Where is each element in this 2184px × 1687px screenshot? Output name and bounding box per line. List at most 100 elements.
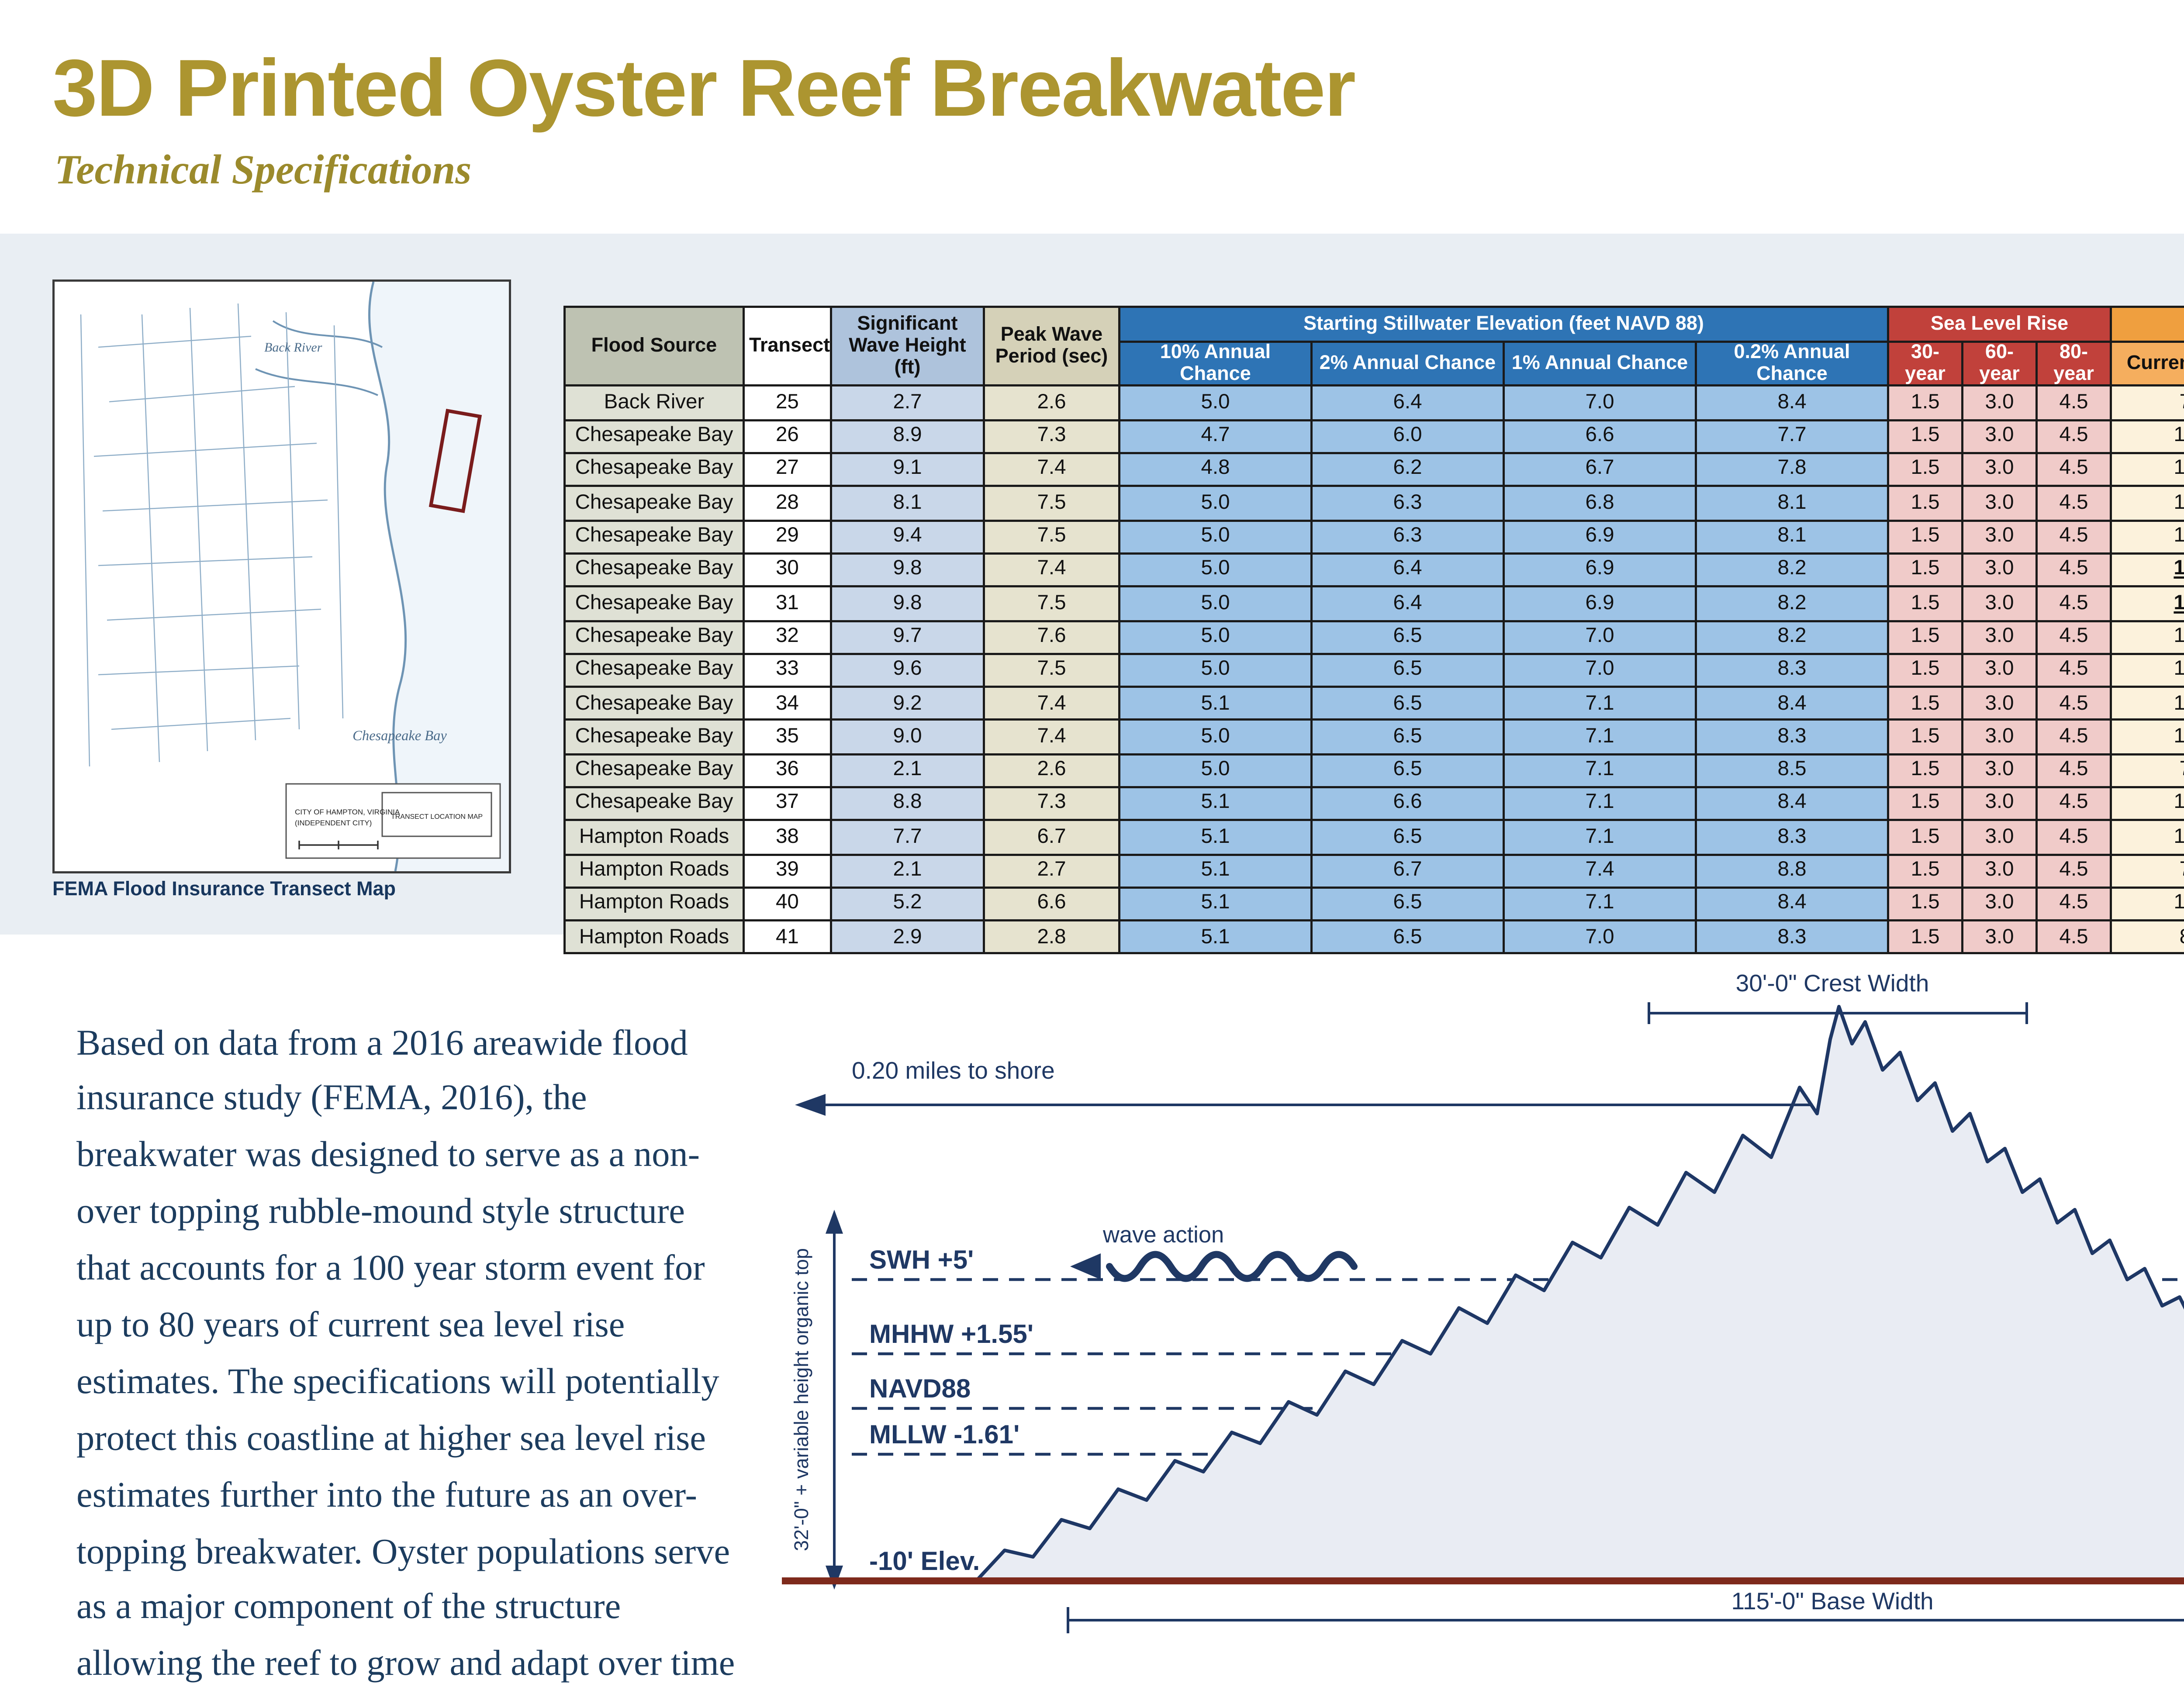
table-cell: 1.5 [1887,786,1963,822]
spec-table-body: Back River252.72.65.06.47.08.41.53.04.57… [563,385,2184,956]
table-cell: 1.5 [1887,652,1963,688]
table-row: Chesapeake Bay 31 9.8 7.5 5.0 6.4 6.9 8.2 1.5 3.0… [563,586,2184,621]
table-cell: 1.5 [1887,385,1963,421]
table-cell: 13.1 [2110,485,2184,521]
table-cell: 7.7 [2110,385,2184,421]
table-cell: 5.0 [1118,752,1313,789]
table-cell: 7.5 [983,652,1120,688]
table-cell: 9.8 [830,586,985,621]
table-cell: 1.5 [1887,686,1963,722]
crest-width-label: 30'-0" Crest Width [1736,969,1929,997]
table-cell: 14.7 [2110,619,2184,655]
map-city-line2: (INDEPENDENT CITY) [295,819,372,827]
table-cell: 7.1 [1503,786,1697,822]
table-cell: 3.0 [1961,452,2038,488]
table-cell: 6.5 [1310,886,1505,922]
transect-highlight-box [429,408,482,513]
table-row: Chesapeake Bay 27 9.1 7.4 4.8 6.2 6.7 7.8 1.5 3.0… [563,452,2184,488]
table-cell: 34 [743,686,832,722]
map-scale-bar [298,841,379,849]
table-cell: 8.1 [830,485,985,521]
subheader-80yr: 80-year [2035,340,2112,388]
table-cell: 2.7 [983,852,1120,889]
table-cell: 14.3 [2110,686,2184,722]
table-cell: 5.0 [1118,485,1313,521]
table-cell: 6.6 [1503,418,1697,455]
table-cell: 9.2 [830,686,985,722]
table-cell: 29 [743,519,832,555]
table-cell: 6.6 [983,886,1120,922]
table-cell: 8.0 [2110,919,2184,956]
table-cell: 3.0 [1961,786,2038,822]
wave-action-left-label: wave action [1102,1222,1224,1248]
table-cell: 5.1 [1118,786,1313,822]
table-cell: 7.1 [1503,819,1697,856]
table-cell: 12.8 [2110,819,2184,856]
breakwater-diagram: SWH +5' MHHW +1.55' NAVD88 MLLW -1.61' -… [782,969,2184,1633]
table-cell: 25 [743,385,832,421]
table-cell: 6.5 [1310,619,1505,655]
table-cell: Back River [563,385,745,421]
table-cell: 8.1 [1695,519,1889,555]
table-cell: 5.1 [1118,686,1313,722]
table-row: Chesapeake Bay 35 9.0 7.4 5.0 6.5 7.1 8.3 1.5 3.0… [563,719,2184,755]
table-cell: 8.3 [1695,919,1889,956]
table-cell: 7.1 [1503,752,1697,789]
table-cell: 1.5 [1887,752,1963,789]
table-cell: 5.1 [1118,919,1313,956]
table-cell: 9.6 [830,652,985,688]
table-cell: 5.2 [830,886,985,922]
table-cell: 5.1 [1118,852,1313,889]
miles-to-shore-label: 0.20 miles to shore [852,1057,1055,1084]
table-cell: 7.1 [2110,752,2184,789]
table-cell: 4.5 [2035,719,2112,755]
table-cell: 4.5 [2035,552,2112,588]
table-cell: 1.5 [1887,919,1963,956]
table-cell: 4.5 [2035,752,2112,789]
table-cell: 32 [743,619,832,655]
table-cell: Chesapeake Bay [563,686,745,722]
table-cell: 4.5 [2035,452,2112,488]
table-cell: 7.0 [1503,619,1697,655]
table-cell: 1.5 [1887,485,1963,521]
table-cell: 31 [743,586,832,621]
table-row: Chesapeake Bay 36 2.1 2.6 5.0 6.5 7.1 8.5 1.5 3.0… [563,752,2184,789]
table-cell: 9.0 [830,719,985,755]
table-cell: 1.5 [1887,886,1963,922]
street-grid [80,303,344,767]
base-width-dimline [1067,1607,2184,1633]
table-row: Chesapeake Bay 29 9.4 7.5 5.0 6.3 6.9 8.1 1.5 3.0… [563,519,2184,555]
table-cell: 9.7 [830,619,985,655]
crest-width-dimline [1648,1002,2028,1024]
subheader-02pct: 0.2% Annual Chance [1695,340,1889,388]
table-cell: 6.9 [1503,552,1697,588]
table-row: Hampton Roads 39 2.1 2.7 5.1 6.7 7.4 8.8 1.5 3.0 4… [563,852,2184,889]
table-cell: 7.4 [983,452,1120,488]
table-cell: 38 [743,819,832,856]
table-cell: 4.5 [2035,485,2112,521]
table-cell: Hampton Roads [563,819,745,856]
table-cell: 2.6 [983,385,1120,421]
table-cell: 14.8 [2110,552,2184,588]
table-cell: 6.8 [1503,485,1697,521]
table-cell: 14.0 [2110,719,2184,755]
neg-elev-label: -10' Elev. [869,1546,980,1576]
table-cell: 8.2 [1695,586,1889,621]
table-cell: 7.0 [1503,652,1697,688]
table-cell: 7.1 [1503,886,1697,922]
table-cell: 5.0 [1118,619,1313,655]
table-cell: 2.9 [830,919,985,956]
mllw-label: MLLW -1.61' [869,1420,1019,1449]
specs-table: Flood Source Transect Significant Wave H… [563,305,2184,956]
table-cell: 7.7 [830,819,985,856]
table-cell: 35 [743,719,832,755]
table-cell: 3.0 [1961,586,2038,621]
table-cell: 30 [743,552,832,588]
table-cell: 7.5 [983,519,1120,555]
header-crest-elev: Minimum Breakwater Crest Elevation (Non-… [2110,306,2184,343]
table-cell: 3.0 [1961,919,2038,956]
table-row: Hampton Roads 41 2.9 2.8 5.1 6.5 7.0 8.3 1.5 3.0 4… [563,919,2184,956]
header-stillwater: Starting Stillwater Elevation (feet NAVD… [1118,306,1889,343]
height-arrow-top [826,1210,843,1234]
